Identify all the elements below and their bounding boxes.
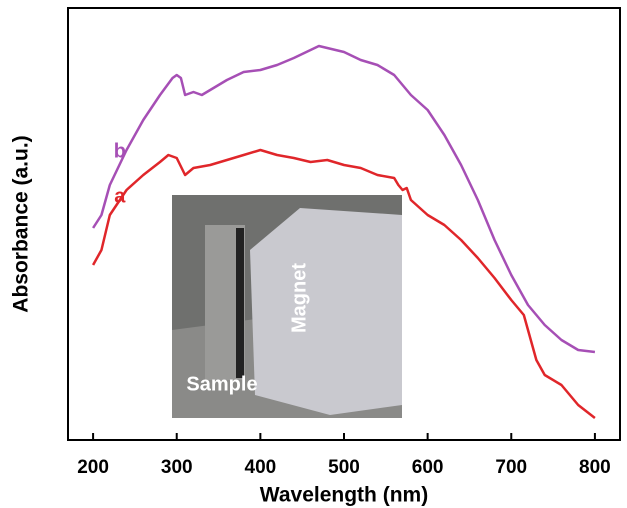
series-label: a <box>114 185 126 207</box>
inset-sample-shadow <box>236 228 244 378</box>
inset-photo: Sample Magnet <box>172 195 402 418</box>
series-label: b <box>114 140 126 162</box>
series-line <box>91 148 596 419</box>
x-tick-label: 300 <box>161 457 193 478</box>
inset-label-magnet: Magnet <box>288 263 310 333</box>
x-tick-label: 400 <box>245 457 277 478</box>
x-axis-title: Wavelength (nm) <box>260 484 428 507</box>
x-tick-label: 500 <box>328 457 360 478</box>
series-line <box>92 44 596 354</box>
x-tick-label: 700 <box>495 457 527 478</box>
inset-label-sample: Sample <box>186 373 257 395</box>
x-tick-label: 200 <box>77 457 109 478</box>
inset-magnet <box>250 208 402 415</box>
x-tick-label: 800 <box>579 457 611 478</box>
y-axis-title: Absorbance (a.u.) <box>10 135 33 312</box>
x-tick-label: 600 <box>412 457 444 478</box>
